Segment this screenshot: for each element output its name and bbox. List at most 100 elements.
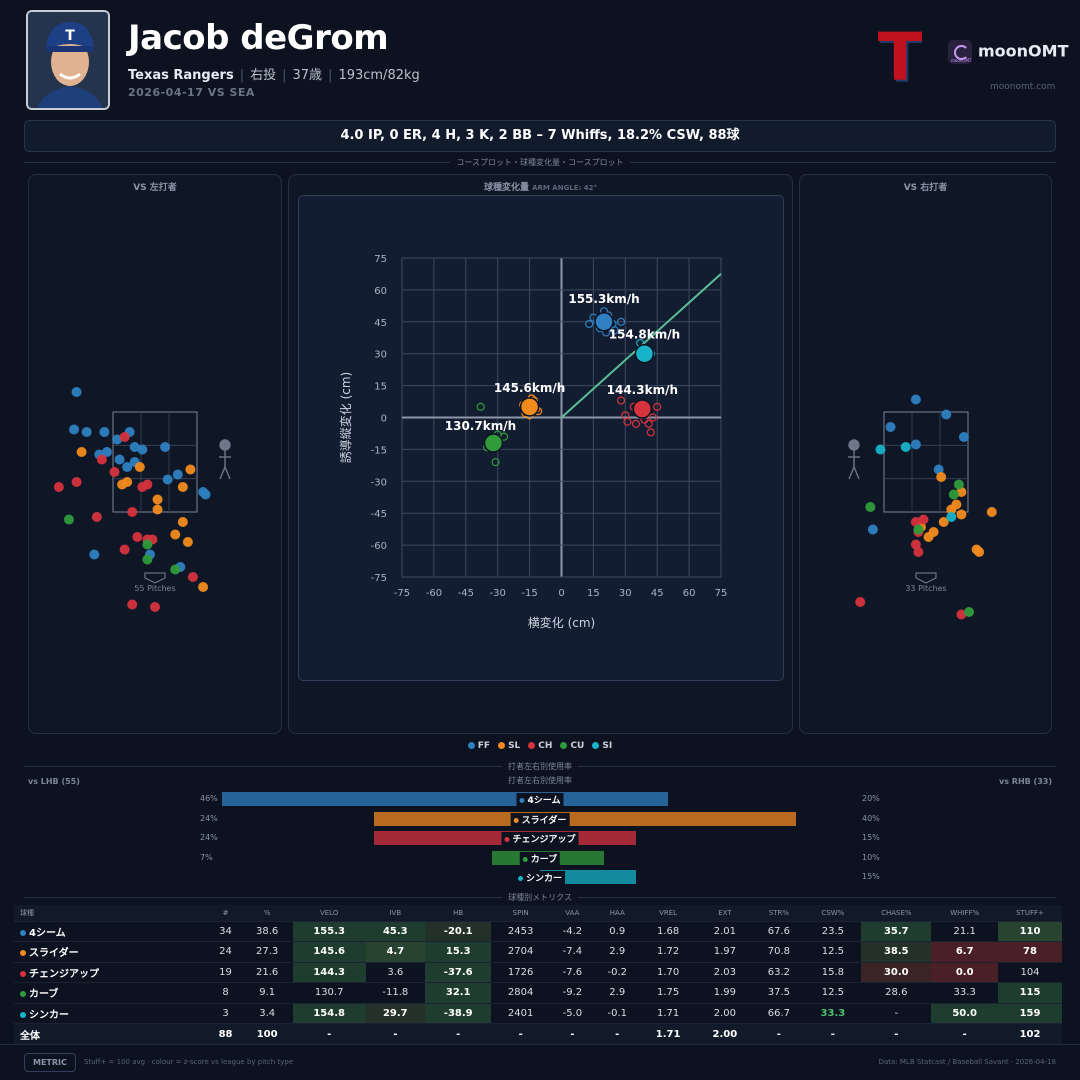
zone-pitch-CH xyxy=(91,512,102,522)
metrics-total-cell: - xyxy=(594,1023,640,1044)
rhb-usage-bar xyxy=(540,811,796,826)
metrics-header-cell: HB xyxy=(425,905,492,921)
metrics-cell: 2.03 xyxy=(696,961,754,983)
zone-pitch-FF xyxy=(112,434,123,445)
legend-item-CH: CH xyxy=(528,741,552,751)
zone-pitch-CU xyxy=(964,607,975,617)
zone-pitch-FF xyxy=(867,524,878,535)
pitch-color-dot xyxy=(20,970,26,977)
legend-label: SL xyxy=(508,741,521,751)
metrics-cell: 2.9 xyxy=(594,941,640,962)
metrics-header-cell: 球種 xyxy=(14,905,210,921)
metrics-header-cell: SPIN xyxy=(491,905,550,921)
lhb-zone-plot: 55 Pitches xyxy=(53,387,231,612)
metrics-row: 4シーム 34 38.6 155.3 45.3 -20.1 2453 -4.2 0.9 1.68 2… xyxy=(14,920,1062,942)
zone-pitch-SL xyxy=(185,464,196,475)
zone-pitch-CU xyxy=(63,514,74,525)
zone-pitch-CH xyxy=(956,609,967,620)
zone-pitch-CH xyxy=(53,482,64,492)
pitch-name: チェンジアップ xyxy=(29,968,99,980)
metrics-cell: -0.2 xyxy=(594,961,640,983)
metrics-cell: -7.4 xyxy=(549,941,595,962)
lhb-usage-bar xyxy=(374,811,540,826)
zone-pitch-SL xyxy=(198,582,209,592)
y-tick-label: -45 xyxy=(371,509,387,520)
y-tick-label: 60 xyxy=(374,286,387,297)
game-summary: 4.0 IP, 0 ER, 4 H, 3 K, 2 BB – 7 Whiffs,… xyxy=(24,120,1056,152)
batter-icon xyxy=(219,439,231,480)
legend-dot xyxy=(528,742,536,749)
metrics-header-cell: # xyxy=(209,905,242,921)
footer xyxy=(0,1044,1080,1080)
metrics-total-cell: - xyxy=(931,1023,998,1044)
zone-pitch-FF xyxy=(933,464,944,475)
metrics-cell: 1.75 xyxy=(639,982,697,1003)
legend-label: CH xyxy=(538,741,553,751)
svg-text:T: T xyxy=(65,28,75,44)
movement-plot: -75 -60 -45 -30 -15 0 15 30 45 60 75 75 60 45 30 15 0 -15… xyxy=(338,254,727,630)
metrics-cell: 70.8 xyxy=(753,941,805,962)
rhb-panel-title: VS 右打者 xyxy=(903,183,948,193)
zone-pitch-FF xyxy=(885,422,896,432)
rhb-label: vs RHB (33) xyxy=(999,777,1052,786)
pitch-name-cell: スライダー xyxy=(14,941,210,962)
metrics-total-cell: - xyxy=(549,1023,595,1044)
metrics-row: カーブ 8 9.1 130.7 -11.8 32.1 2804 -9.2 2.9 1.75 1.99… xyxy=(14,982,1062,1003)
zone-pitch-FF xyxy=(69,424,80,435)
pitch-name: 4シーム xyxy=(29,927,66,939)
y-tick-label: 15 xyxy=(374,382,387,393)
zone-pitch-SL xyxy=(946,504,957,515)
zone-pitch-CH xyxy=(187,572,198,582)
metrics-cell: 2453 xyxy=(491,920,550,942)
metrics-cell: 0.0 xyxy=(931,961,998,983)
zone-pitch-CH xyxy=(127,599,138,610)
brand: moonOMT xyxy=(948,40,1068,64)
usage-dot xyxy=(513,817,519,823)
brand-name: moonOMT xyxy=(978,41,1069,61)
zone-pitch-SI xyxy=(900,442,911,452)
zone-pitch-FF xyxy=(71,387,82,397)
zone-pitch-FF xyxy=(129,442,140,452)
pitch-name-cell: シンカー xyxy=(14,1002,210,1024)
velocity-label-CH: 144.3km/h xyxy=(607,383,678,397)
lhb-usage-pct: 7% xyxy=(200,852,213,862)
rhb-usage-pct: 15% xyxy=(862,833,880,842)
zone-pitch-SL xyxy=(152,504,163,515)
usage-pitch-label: スライダー xyxy=(510,812,570,826)
zone-pitch-CH xyxy=(910,517,921,527)
metrics-cell: -37.6 xyxy=(425,961,492,983)
legend-item-FF: FF xyxy=(467,741,490,751)
pitch-point-CH xyxy=(653,402,662,411)
metrics-cell: -0.1 xyxy=(594,1002,640,1024)
zone-pitch-FF xyxy=(958,432,969,442)
home-plate xyxy=(144,572,166,584)
zone-pitch-FF xyxy=(160,442,171,452)
y-axis-label: 誘導縦変化 (cm) xyxy=(338,372,353,463)
zone-pitch-FF xyxy=(99,427,110,437)
usage-subtitle: 打者左右別使用率 xyxy=(508,776,572,785)
team-logo-letter: T xyxy=(878,24,922,88)
strike-zone xyxy=(883,411,969,513)
metrics-header-cell: IVB xyxy=(365,905,426,921)
team-logo: T T xyxy=(878,24,922,88)
metrics-cell: 32.1 xyxy=(425,982,492,1003)
rhb-usage-pct: 15% xyxy=(862,872,880,881)
pitch-point-CH xyxy=(631,419,641,428)
usage-dot xyxy=(519,798,525,803)
x-tick-label: -45 xyxy=(458,588,474,599)
metrics-header-cell: STR% xyxy=(753,905,805,921)
zone-pitch-FF xyxy=(137,444,148,455)
zone-pitch-CH xyxy=(127,507,138,517)
metrics-cell: 2.00 xyxy=(696,1002,754,1024)
zone-pitch-CH xyxy=(918,514,929,525)
movement-panel: 球種変化量 ARM ANGLE: 42° -75 -60 -45 -30 -15 0 15 3… xyxy=(288,174,793,734)
zone-pitch-CH xyxy=(96,454,107,465)
metrics-cell: 1.70 xyxy=(639,961,697,983)
rhb-usage-pct: 10% xyxy=(862,852,880,862)
metrics-cell: 38.6 xyxy=(241,920,293,942)
zone-pitch-CU xyxy=(865,502,876,512)
metrics-header-cell: STUFF+ xyxy=(998,905,1062,921)
zone-pitch-CH xyxy=(119,544,130,555)
rhb-usage-pct: 40% xyxy=(862,813,880,823)
